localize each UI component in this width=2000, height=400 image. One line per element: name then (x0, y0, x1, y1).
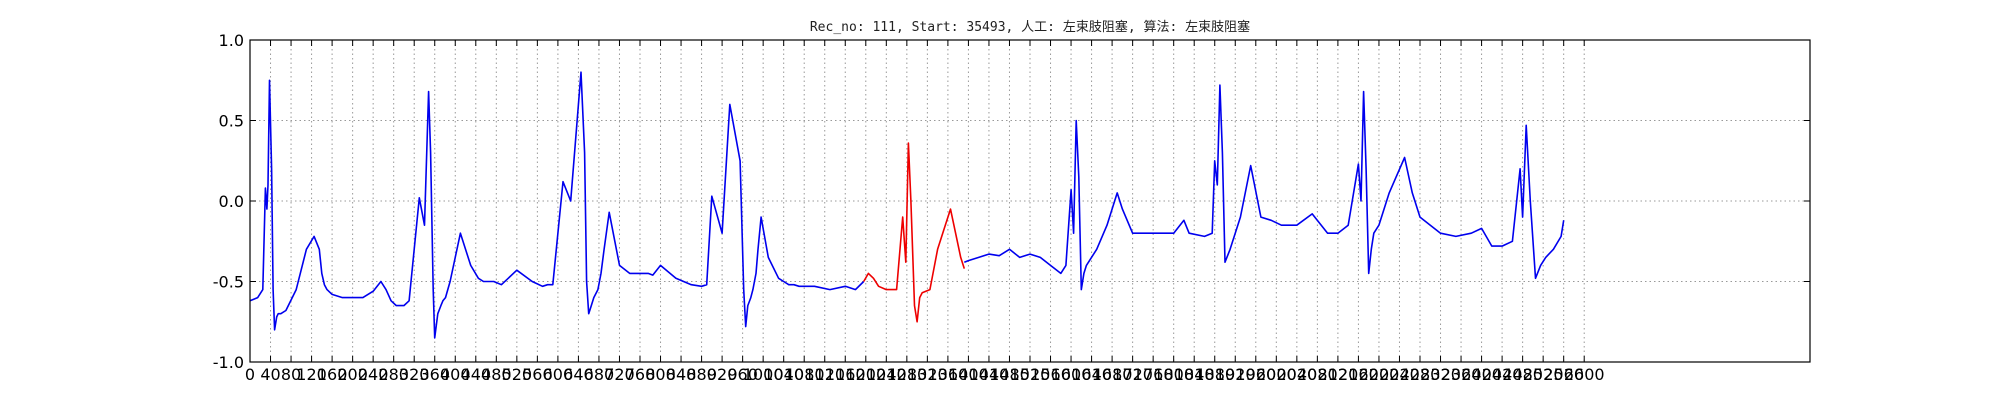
x-tick-label: 2320 (1420, 365, 1461, 384)
x-tick-label: 1920 (1215, 365, 1256, 384)
x-tick-label: 520 (502, 365, 533, 384)
x-tick-label: 840 (666, 365, 697, 384)
x-tick-label: 1680 (1092, 365, 1133, 384)
x-tick-label: 760 (625, 365, 656, 384)
x-tick-label: 2520 (1523, 365, 1564, 384)
x-tick-label: 560 (522, 365, 553, 384)
x-tick-label: 2160 (1338, 365, 1379, 384)
x-tick-label: 360 (419, 365, 450, 384)
ecg-series (249, 71, 1565, 339)
y-axis-ticks: -1.0 -0.5 0.0 0.5 1.0 (213, 31, 1810, 372)
x-tick-label: 1520 (1010, 365, 1051, 384)
x-tick-label: 1880 (1194, 365, 1235, 384)
x-tick-label: 1320 (907, 365, 948, 384)
x-tick-label: 80 (281, 365, 301, 384)
y-tick-label: 0.0 (219, 192, 244, 211)
x-tick-label: 280 (378, 365, 409, 384)
x-tick-label: 1480 (989, 365, 1030, 384)
x-tick-label: 2280 (1400, 365, 1441, 384)
x-tick-label: 1640 (1071, 365, 1112, 384)
x-tick-label: 1960 (1235, 365, 1276, 384)
x-tick-label: 600 (543, 365, 574, 384)
x-tick-label: 40 (260, 365, 280, 384)
x-tick-label: 2240 (1379, 365, 1420, 384)
x-tick-label: 2360 (1441, 365, 1482, 384)
x-tick-label: 640 (563, 365, 594, 384)
x-tick-label: 2600 (1564, 365, 1605, 384)
ecg-series-line-2 (863, 142, 966, 323)
x-tick-label: 200 (337, 365, 368, 384)
x-tick-label: 880 (686, 365, 717, 384)
x-tick-label: 960 (727, 365, 758, 384)
x-tick-label: 0 (245, 365, 255, 384)
x-tick-label: 1160 (825, 365, 866, 384)
x-tick-label: 240 (358, 365, 389, 384)
x-tick-label: 1000 (743, 365, 784, 384)
x-tick-label: 2080 (1297, 365, 1338, 384)
chart-title: Rec_no: 111, Start: 35493, 人工: 左束肢阻塞, 算法… (810, 19, 1250, 35)
x-tick-label: 480 (481, 365, 512, 384)
x-tick-label: 680 (584, 365, 615, 384)
x-tick-label: 2560 (1543, 365, 1584, 384)
x-tick-label: 1800 (1153, 365, 1194, 384)
x-tick-label: 1600 (1051, 365, 1092, 384)
x-tick-label: 2480 (1502, 365, 1543, 384)
x-tick-label: 1400 (948, 365, 989, 384)
x-tick-label: 320 (399, 365, 430, 384)
x-tick-label: 1200 (845, 365, 886, 384)
x-tick-label: 1280 (886, 365, 927, 384)
ecg-series-line-1 (249, 71, 865, 339)
x-axis-ticks: 0 40 8012016020024028032036040044048052056… (245, 40, 1605, 384)
x-tick-label: 120 (296, 365, 327, 384)
y-tick-label: -0.5 (213, 273, 244, 292)
x-tick-label: 2040 (1276, 365, 1317, 384)
x-tick-label: 2400 (1461, 365, 1502, 384)
x-tick-label: 160 (317, 365, 348, 384)
grid-lines (250, 40, 1810, 362)
x-tick-label: 1040 (763, 365, 804, 384)
x-tick-label: 2120 (1318, 365, 1359, 384)
x-tick-label: 2200 (1359, 365, 1400, 384)
x-tick-label: 1840 (1174, 365, 1215, 384)
x-tick-label: 1560 (1030, 365, 1071, 384)
x-tick-label: 2000 (1256, 365, 1297, 384)
y-tick-label: 0.5 (219, 112, 244, 131)
x-tick-label: 400 (440, 365, 471, 384)
x-tick-label: 1360 (928, 365, 969, 384)
y-tick-label: 1.0 (219, 31, 244, 50)
x-tick-label: 440 (461, 365, 492, 384)
x-tick-label: 720 (604, 365, 635, 384)
x-tick-label: 1080 (784, 365, 825, 384)
x-tick-label: 1120 (804, 365, 845, 384)
x-tick-label: 1240 (866, 365, 907, 384)
ecg-series-line-3 (964, 84, 1565, 291)
x-tick-label: 2440 (1482, 365, 1523, 384)
x-tick-label: 1720 (1112, 365, 1153, 384)
x-tick-label: 1440 (969, 365, 1010, 384)
x-tick-label: 800 (645, 365, 676, 384)
y-tick-label: -1.0 (213, 353, 244, 372)
x-tick-label: 1760 (1133, 365, 1174, 384)
x-tick-label: 920 (707, 365, 738, 384)
